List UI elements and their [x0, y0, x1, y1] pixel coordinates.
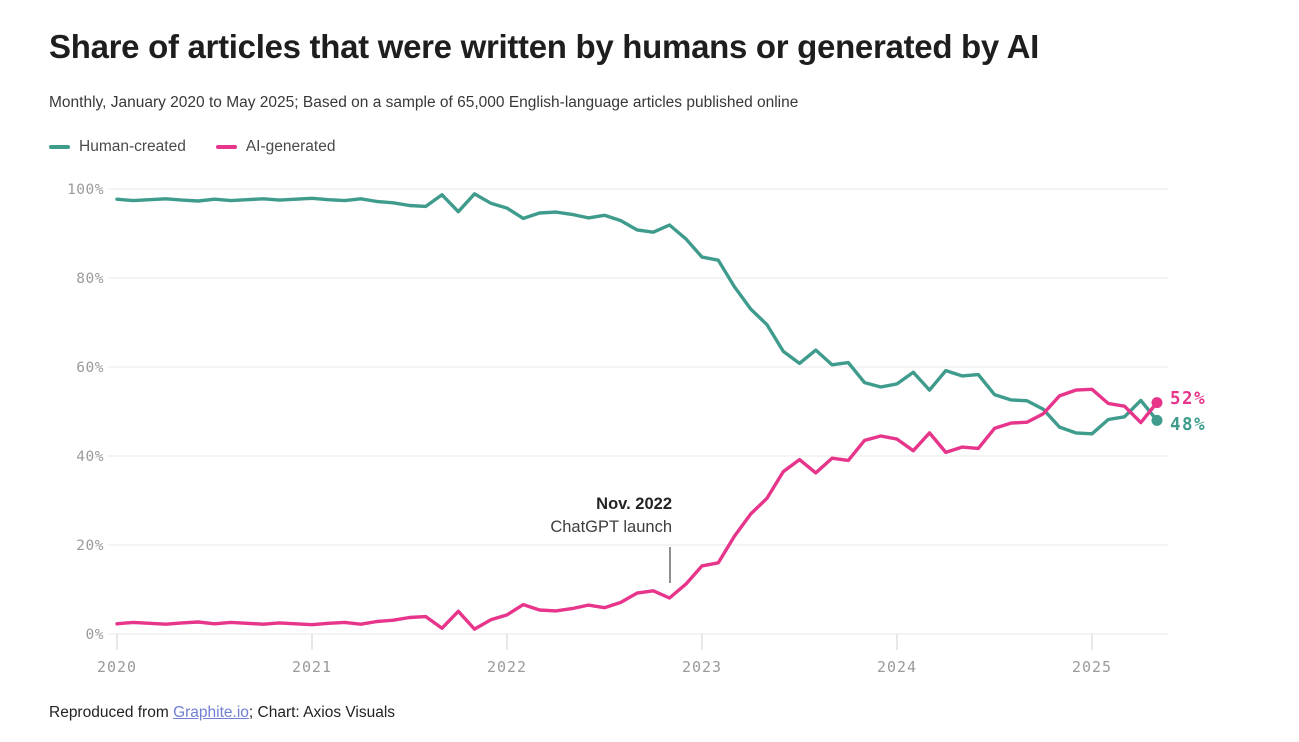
legend-label-ai: AI-generated: [245, 138, 336, 155]
x-axis-tick-label: 2024: [877, 658, 917, 676]
y-axis-tick-label: 80%: [76, 271, 104, 287]
human-end-value-label: 48%: [1170, 415, 1207, 435]
annotation-marker-line: [669, 547, 671, 583]
chart-subtitle: Monthly, January 2020 to May 2025; Based…: [49, 94, 799, 111]
y-axis-tick-label: 20%: [76, 538, 104, 554]
page-title: Share of articles that were written by h…: [49, 28, 1040, 65]
y-axis-tick-label: 100%: [67, 182, 104, 198]
source-credit: Reproduced from Graphite.io; Chart: Axio…: [49, 704, 395, 722]
x-axis-tick-label: 2023: [682, 658, 722, 676]
legend-label-human: Human-created: [79, 138, 186, 155]
legend-item-human: Human-created: [49, 138, 186, 156]
annotation-text: ChatGPT launch: [550, 518, 672, 536]
x-axis-tick-label: 2022: [487, 658, 527, 676]
chatgpt-launch-annotation: Nov. 2022 ChatGPT launch: [372, 493, 672, 539]
ai-end-value-label: 52%: [1170, 389, 1207, 409]
ai-line-swatch: [215, 145, 237, 149]
ai-generated-line: [115, 387, 1159, 631]
y-axis-tick-label: 60%: [76, 360, 104, 376]
human-end-dot: [1151, 414, 1163, 426]
annotation-date: Nov. 2022: [596, 495, 672, 513]
legend-item-ai: AI-generated: [215, 138, 336, 156]
graphite-link[interactable]: Graphite.io: [173, 704, 249, 721]
y-axis-tick-label: 0%: [86, 627, 104, 643]
x-axis-tick-label: 2025: [1072, 658, 1112, 676]
chart-legend: Human-created AI-generated: [49, 138, 335, 156]
x-axis-tick-label: 2020: [97, 658, 137, 676]
y-axis-tick-label: 40%: [76, 449, 104, 465]
human-created-line: [115, 192, 1159, 436]
source-prefix: Reproduced from: [49, 704, 174, 721]
x-axis-tick-label: 2021: [292, 658, 332, 676]
source-suffix: ; Chart: Axios Visuals: [248, 704, 396, 721]
human-line-swatch: [49, 145, 70, 149]
ai-end-dot: [1151, 397, 1163, 409]
